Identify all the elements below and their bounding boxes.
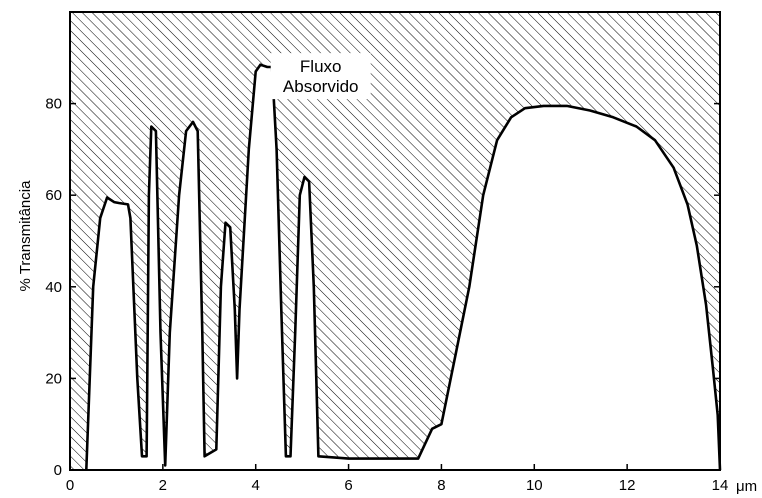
y-tick-label: 0 [54,462,62,479]
x-tick-label: 0 [66,477,74,494]
x-tick-label: 4 [252,477,260,494]
x-unit-label: μm [736,478,757,495]
x-tick-label: 6 [344,477,352,494]
y-tick-label: 80 [45,96,62,113]
y-tick-label: 40 [45,279,62,296]
x-tick-label: 10 [526,477,543,494]
y-tick-label: 60 [45,187,62,204]
y-tick-label: 20 [45,370,62,387]
annotation-text: Absorvido [283,77,359,96]
x-tick-label: 14 [712,477,729,494]
x-tick-label: 12 [619,477,636,494]
x-tick-label: 8 [437,477,445,494]
x-tick-label: 2 [159,477,167,494]
y-axis-label: % Transmitância [17,180,34,292]
annotation-text: Fluxo [300,57,342,76]
